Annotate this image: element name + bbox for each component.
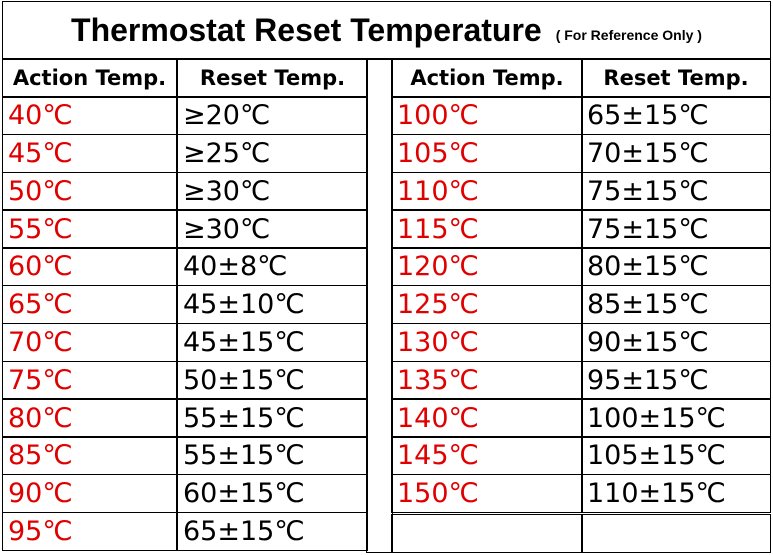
title-row: Thermostat Reset Temperature ( For Refer… bbox=[2, 1, 771, 60]
reset-temp: ≥30℃ bbox=[177, 171, 368, 211]
action-temp: 65℃ bbox=[2, 285, 177, 325]
action-temp: 90℃ bbox=[2, 474, 177, 514]
reset-temp: 70±15℃ bbox=[581, 133, 771, 174]
action-temp: 95℃ bbox=[2, 511, 177, 552]
reset-temp: ≥25℃ bbox=[177, 133, 368, 174]
reset-temp: 45±15℃ bbox=[177, 322, 368, 363]
reset-temp: 75±15℃ bbox=[581, 171, 771, 211]
action-temp: 75℃ bbox=[2, 360, 177, 400]
empty-cell bbox=[581, 514, 771, 553]
reset-temp: 65±15℃ bbox=[581, 96, 771, 136]
subtitle: ( For Reference Only ) bbox=[555, 26, 702, 43]
column-header: Action Temp. bbox=[391, 58, 583, 98]
action-temp: 140℃ bbox=[391, 398, 583, 438]
action-temp: 40℃ bbox=[2, 96, 177, 136]
reset-temp: 65±15℃ bbox=[177, 511, 368, 552]
action-temp: 100℃ bbox=[391, 96, 583, 136]
action-temp: 85℃ bbox=[2, 436, 177, 476]
reset-temp: 40±8℃ bbox=[177, 247, 368, 287]
reset-temp: 105±15℃ bbox=[581, 436, 771, 476]
title: Thermostat Reset Temperature bbox=[71, 12, 542, 48]
gap-column bbox=[366, 58, 393, 553]
column-header: Reset Temp. bbox=[177, 58, 368, 98]
action-temp: 50℃ bbox=[2, 171, 177, 211]
action-temp: 130℃ bbox=[391, 322, 583, 363]
reset-temp: 110±15℃ bbox=[581, 474, 771, 514]
reset-temp: 75±15℃ bbox=[581, 209, 771, 249]
action-temp: 110℃ bbox=[391, 171, 583, 211]
action-temp: 45℃ bbox=[2, 133, 177, 174]
reset-temp: 85±15℃ bbox=[581, 285, 771, 325]
reset-temp: 95±15℃ bbox=[581, 360, 771, 400]
action-temp: 55℃ bbox=[2, 209, 177, 249]
reset-temp: ≥30℃ bbox=[177, 209, 368, 249]
column-header: Reset Temp. bbox=[581, 58, 771, 98]
action-temp: 60℃ bbox=[2, 247, 177, 287]
reset-temp: 60±15℃ bbox=[177, 474, 368, 514]
reset-temp: 55±15℃ bbox=[177, 436, 368, 476]
empty-cell bbox=[391, 514, 583, 553]
reset-temp: ≥20℃ bbox=[177, 96, 368, 136]
action-temp: 145℃ bbox=[391, 436, 583, 476]
action-temp: 120℃ bbox=[391, 247, 583, 287]
column-header: Action Temp. bbox=[2, 58, 177, 98]
action-temp: 80℃ bbox=[2, 398, 177, 438]
reset-temp: 50±15℃ bbox=[177, 360, 368, 400]
action-temp: 105℃ bbox=[391, 133, 583, 174]
reset-temp: 45±10℃ bbox=[177, 285, 368, 325]
reset-temp: 100±15℃ bbox=[581, 398, 771, 438]
reset-temp: 80±15℃ bbox=[581, 247, 771, 287]
action-temp: 135℃ bbox=[391, 360, 583, 400]
action-temp: 125℃ bbox=[391, 285, 583, 325]
reset-temp: 55±15℃ bbox=[177, 398, 368, 438]
reset-temp: 90±15℃ bbox=[581, 322, 771, 363]
action-temp: 115℃ bbox=[391, 209, 583, 249]
action-temp: 70℃ bbox=[2, 322, 177, 363]
action-temp: 150℃ bbox=[391, 474, 583, 514]
